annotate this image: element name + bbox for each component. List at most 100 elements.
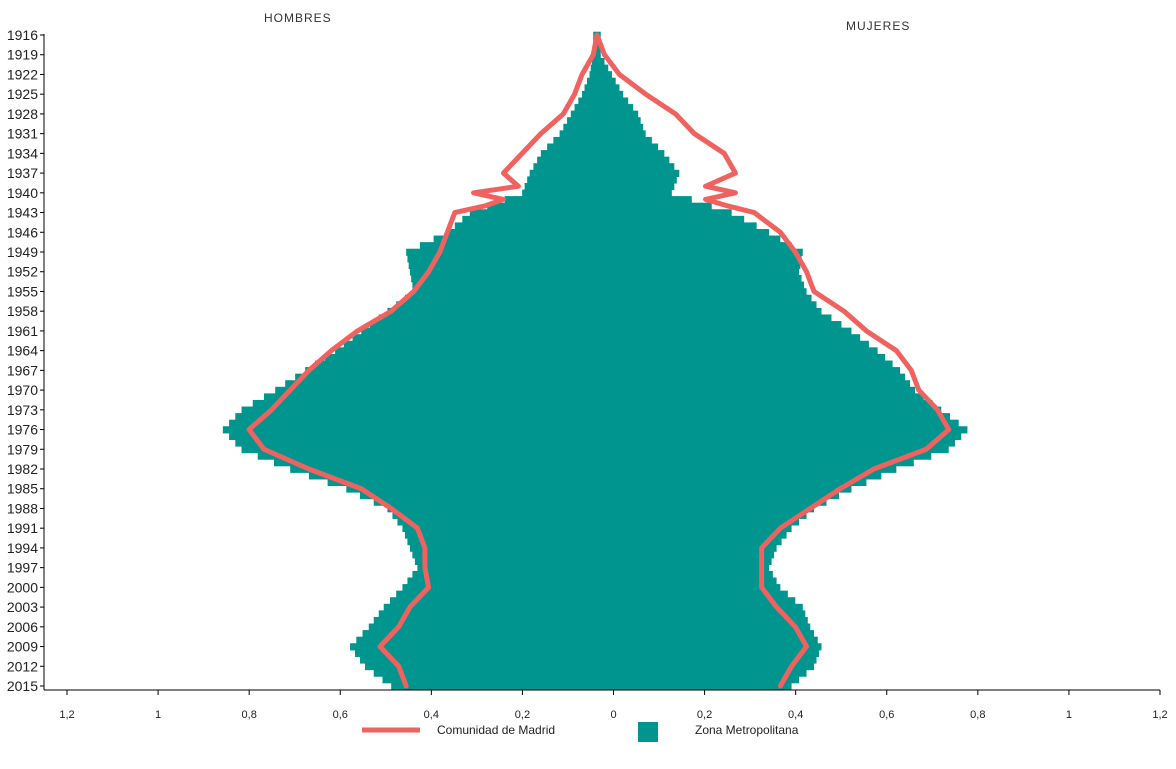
bar-mujeres [597,419,959,427]
bar-mujeres [597,143,659,151]
bar-mujeres [597,314,832,322]
bar-mujeres [597,288,807,296]
bar-mujeres [597,307,822,316]
bar-hombres [469,209,597,217]
bar-mujeres [597,669,807,677]
y-tick-label: 1997 [7,560,38,576]
bar-mujeres [597,485,852,493]
y-tick-label: 1949 [7,244,38,260]
bar-hombres [559,130,597,138]
y-tick-label: 2003 [7,599,38,615]
bar-hombres [356,636,597,644]
bar-mujeres [597,176,677,184]
bar-mujeres [597,465,897,473]
x-tick-label: 0,4 [788,709,803,721]
bar-hombres [407,538,597,546]
bar-hombres [325,353,597,362]
bar-mujeres [597,117,641,125]
bar-mujeres [597,577,777,585]
y-tick-label: 1967 [7,362,38,378]
bar-hombres [413,288,597,296]
y-tick-label: 1931 [7,126,38,142]
bar-hombres [362,630,597,638]
comunidad-de-madrid-lines [246,32,952,689]
x-tick-label: 0,6 [333,709,348,721]
bar-hombres [378,314,597,322]
y-tick-label: 1979 [7,441,38,457]
y-tick-label: 2000 [7,579,38,595]
y-tick-label: 1940 [7,185,38,201]
bar-mujeres [597,163,675,171]
bar-mujeres [597,327,852,335]
bar-hombres [587,77,597,85]
bar-hombres [360,656,597,664]
legend-box-swatch [638,722,658,742]
bar-hombres [412,281,597,289]
bar-hombres [409,544,597,552]
bar-mujeres [597,90,624,99]
bar-hombres [235,439,598,447]
y-tick-label: 1994 [7,540,38,556]
bar-hombres [263,393,597,401]
bar-hombres [275,386,597,394]
bar-hombres [346,485,597,493]
bar-hombres [252,399,597,408]
bar-mujeres [597,610,806,618]
y-tick-label: 1973 [7,402,38,418]
bar-hombres [285,380,597,388]
bar-mujeres [597,301,817,309]
bar-mujeres [597,432,962,441]
bar-mujeres [597,255,802,263]
x-tick-label: 1 [1066,709,1072,721]
bar-mujeres [597,58,605,66]
bar-mujeres [597,459,914,467]
bar-hombres [592,58,597,66]
bar-hombres [409,268,597,276]
bar-mujeres [597,189,672,197]
right-header: MUJERES [846,19,910,33]
bar-mujeres [597,196,692,204]
bar-mujeres [597,524,792,533]
bar-mujeres [597,84,620,92]
bar-hombres [373,616,597,625]
bar-hombres [350,643,597,651]
bar-hombres [563,123,597,131]
bar-mujeres [597,505,815,513]
x-tick-label: 0,2 [515,709,530,721]
bar-mujeres [597,71,612,79]
bar-hombres [487,202,597,210]
bar-hombres [582,90,597,99]
bar-hombres [370,321,597,329]
bar-hombres [308,472,597,480]
bar-hombres [391,682,597,690]
legend-label-comunidad: Comunidad de Madrid [437,723,555,737]
bar-mujeres [597,616,808,625]
bar-hombres [553,136,597,145]
bar-mujeres [597,643,822,651]
y-tick-label: 1952 [7,264,38,280]
bar-hombres [417,564,597,572]
bar-hombres [368,623,597,631]
bar-hombres [382,676,597,684]
bar-mujeres [597,169,680,177]
bar-mujeres [597,472,882,480]
bar-mujeres [597,209,732,217]
bar-hombres [257,452,597,460]
bar-mujeres [597,202,712,210]
x-ticks: 1,2 1 0,8 0,6 0,4 0,2 0 0,2 0,4 0,6 0,8 1 1,2 [59,690,1168,721]
x-tick-label: 0,6 [879,709,894,721]
bar-hombres [574,104,597,112]
bar-hombres [504,196,597,204]
legend: Comunidad de Madrid Zona Metropolitana [362,722,799,742]
bar-mujeres [597,630,815,638]
bar-mujeres [597,222,757,230]
bar-mujeres [597,242,792,250]
bar-mujeres [597,597,796,605]
x-tick-label: 0,8 [970,709,985,721]
bar-hombres [222,426,598,434]
y-tick-label: 2009 [7,639,38,655]
bar-mujeres [597,235,781,243]
bar-hombres [365,662,597,671]
bar-hombres [406,248,597,256]
